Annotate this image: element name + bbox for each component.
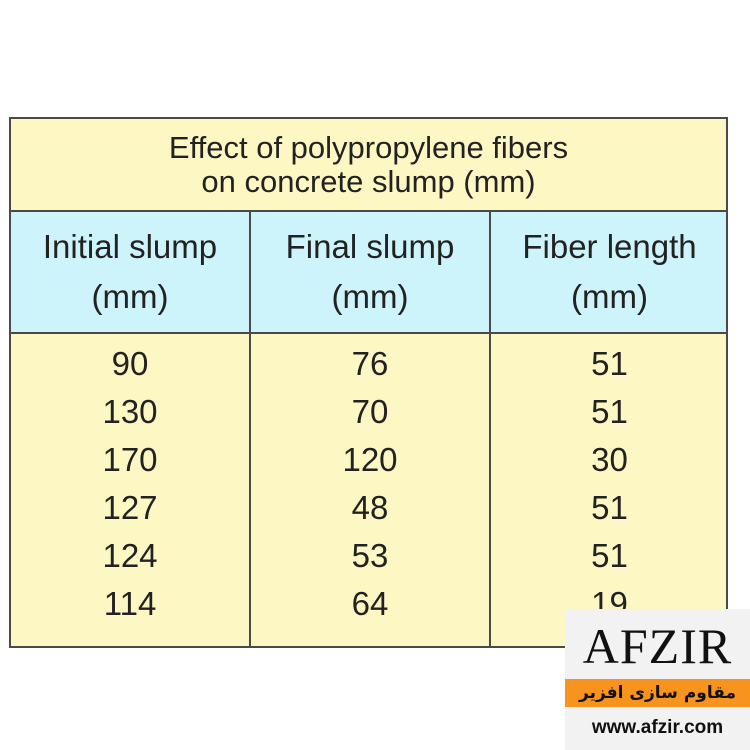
cell-initial-slump: 124: [102, 537, 158, 574]
table-row: 127 48 51: [11, 484, 726, 532]
cell-initial-slump: 127: [102, 489, 158, 526]
table-header-row: Initial slump (mm) Final slump (mm) Fibe…: [11, 212, 726, 334]
afzir-watermark-logo: AFZIR مقاوم سازی افزیر www.afzir.com: [565, 609, 750, 750]
cell-final-slump: 64: [351, 585, 389, 622]
cell-fiber-length: 30: [591, 441, 628, 478]
cell-fiber-length: 51: [591, 537, 628, 574]
cell-fiber-length: 51: [591, 345, 628, 382]
cell-final-slump: 48: [351, 489, 389, 526]
table-row: 90 76 51: [11, 340, 726, 388]
cell-initial-slump: 130: [102, 393, 158, 430]
cell-fiber-length: 51: [591, 393, 628, 430]
table-row: 130 70 51: [11, 388, 726, 436]
cell-fiber-length: 51: [591, 489, 628, 526]
header-final-slump-unit: (mm): [331, 278, 409, 315]
table-row: 124 53 51: [11, 532, 726, 580]
logo-brand-text: AFZIR: [582, 618, 733, 674]
header-initial-slump-unit: (mm): [91, 278, 169, 315]
table-title-line-1: Effect of polypropylene fibers: [168, 129, 569, 165]
slump-table: Effect of polypropylene fibers on concre…: [9, 117, 728, 648]
cell-final-slump: 53: [351, 537, 389, 574]
cell-final-slump: 70: [351, 393, 389, 430]
header-initial-slump-label: Initial slump: [42, 228, 218, 265]
cell-final-slump: 120: [342, 441, 398, 478]
column-divider-2: [489, 212, 491, 646]
table-row: 170 120 30: [11, 436, 726, 484]
cell-final-slump: 76: [351, 345, 389, 382]
table-title-line-2: on concrete slump (mm): [201, 163, 536, 199]
header-fiber-length: Fiber length (mm): [491, 212, 728, 332]
cell-initial-slump: 114: [103, 585, 157, 622]
cell-initial-slump: 170: [102, 441, 158, 478]
header-final-slump: Final slump (mm): [251, 212, 489, 332]
header-final-slump-label: Final slump: [285, 228, 455, 265]
header-initial-slump: Initial slump (mm): [11, 212, 249, 332]
column-divider-1: [249, 212, 251, 646]
cell-initial-slump: 90: [111, 345, 149, 382]
table-title: Effect of polypropylene fibers on concre…: [11, 119, 726, 212]
logo-url-text: www.afzir.com: [591, 717, 724, 738]
logo-tagline-bar: مقاوم سازی افزیر: [565, 679, 750, 707]
header-fiber-length-unit: (mm): [571, 278, 648, 315]
header-fiber-length-label: Fiber length: [522, 228, 697, 265]
